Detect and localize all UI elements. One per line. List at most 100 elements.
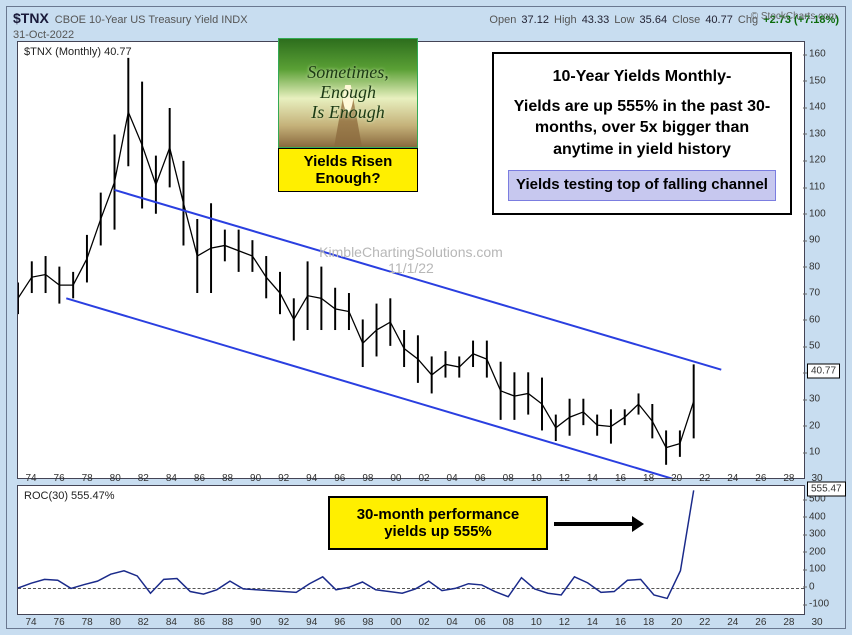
xtick: 02 (418, 617, 429, 628)
xtick: 14 (587, 473, 598, 484)
close-label: Close (672, 14, 700, 26)
ytick: 120 (809, 155, 826, 166)
ytick: 20 (809, 420, 820, 431)
xtick: 80 (110, 617, 121, 628)
ytick: 200 (809, 546, 826, 557)
close-value: 40.77 (705, 14, 733, 26)
ytick: 70 (809, 288, 820, 299)
high-value: 43.33 (582, 14, 610, 26)
xtick: 78 (82, 473, 93, 484)
xtick: 92 (278, 617, 289, 628)
price-tag: 40.77 (807, 363, 840, 378)
xtick: 90 (250, 473, 261, 484)
xtick: 24 (727, 617, 738, 628)
x-axis-lower: 7476788082848688909294969800020406081012… (17, 617, 805, 629)
xtick: 04 (447, 473, 458, 484)
price-y-axis: 1020304050607080901001101201301401501604… (809, 41, 843, 479)
ytick: 160 (809, 49, 826, 60)
xtick: 78 (82, 617, 93, 628)
x-axis-upper: 7476788082848688909294969800020406081012… (17, 473, 805, 485)
ytick: 0 (809, 581, 815, 592)
book-line3: Is Enough (279, 103, 417, 123)
xtick: 22 (699, 473, 710, 484)
xtick: 76 (54, 617, 65, 628)
ytick: 60 (809, 314, 820, 325)
book-inset: Sometimes, Enough Is Enough Yields Risen… (278, 38, 418, 192)
xtick: 94 (306, 473, 317, 484)
xtick: 88 (222, 617, 233, 628)
xtick: 00 (390, 617, 401, 628)
xtick: 74 (25, 473, 36, 484)
xtick: 96 (334, 473, 345, 484)
xtick: 30 (811, 617, 822, 628)
xtick: 06 (475, 473, 486, 484)
xtick: 00 (390, 473, 401, 484)
annotation-highlight: Yields testing top of falling channel (508, 170, 776, 200)
xtick: 28 (783, 473, 794, 484)
xtick: 20 (671, 617, 682, 628)
annotation-body: Yields are up 555% in the past 30-months… (508, 96, 776, 161)
low-value: 35.64 (640, 14, 668, 26)
ytick: 140 (809, 102, 826, 113)
arrow-icon (554, 512, 644, 536)
ytick: 50 (809, 341, 820, 352)
ytick: 90 (809, 235, 820, 246)
xtick: 06 (475, 617, 486, 628)
xtick: 08 (503, 617, 514, 628)
ticker-description: CBOE 10-Year US Treasury Yield INDX (55, 14, 248, 26)
credit-text: © StockCharts.com (751, 11, 837, 22)
xtick: 20 (671, 473, 682, 484)
xtick: 04 (447, 617, 458, 628)
xtick: 86 (194, 617, 205, 628)
chart-header: $TNX CBOE 10-Year US Treasury Yield INDX… (7, 7, 845, 28)
xtick: 02 (418, 473, 429, 484)
roc-callout: 30-month performance yields up 555% (328, 496, 548, 550)
open-label: Open (489, 14, 516, 26)
ytick: 10 (809, 447, 820, 458)
high-label: High (554, 14, 577, 26)
chart-container: © StockCharts.com $TNX CBOE 10-Year US T… (6, 6, 846, 629)
ytick: 130 (809, 128, 826, 139)
xtick: 84 (166, 473, 177, 484)
low-label: Low (614, 14, 634, 26)
book-title: Sometimes, Enough Is Enough (279, 39, 417, 147)
ytick: 80 (809, 261, 820, 272)
book-caption: Yields Risen Enough? (278, 148, 418, 192)
chart-date: 31-Oct-2022 (7, 29, 845, 41)
book-cover: Sometimes, Enough Is Enough (278, 38, 418, 148)
roc-y-axis: -1000100200300400500555.47 (809, 485, 843, 615)
xtick: 10 (531, 473, 542, 484)
ytick: 150 (809, 75, 826, 86)
open-value: 37.12 (521, 14, 549, 26)
ytick: 400 (809, 511, 826, 522)
annotation-box: 10-Year Yields Monthly- Yields are up 55… (492, 52, 792, 215)
ytick: 110 (809, 182, 825, 193)
xtick: 28 (783, 617, 794, 628)
spacer (508, 88, 776, 96)
xtick: 90 (250, 617, 261, 628)
xtick: 94 (306, 617, 317, 628)
xtick: 12 (559, 617, 570, 628)
ytick: 100 (809, 564, 826, 575)
xtick: 26 (755, 473, 766, 484)
xtick: 16 (615, 617, 626, 628)
book-line2: Enough (279, 83, 417, 103)
price-panel: $TNX (Monthly) 40.77 KimbleChartingSolut… (17, 41, 805, 479)
xtick: 24 (727, 473, 738, 484)
xtick: 98 (362, 617, 373, 628)
ytick: 100 (809, 208, 826, 219)
roc-panel: ROC(30) 555.47% 30-month performance yie… (17, 485, 805, 615)
xtick: 22 (699, 617, 710, 628)
ticker-symbol: $TNX (13, 10, 49, 26)
xtick: 10 (531, 617, 542, 628)
ytick: 300 (809, 529, 826, 540)
xtick: 88 (222, 473, 233, 484)
book-line1: Sometimes, (279, 63, 417, 83)
xtick: 82 (138, 473, 149, 484)
xtick: 26 (755, 617, 766, 628)
xtick: 14 (587, 617, 598, 628)
xtick: 08 (503, 473, 514, 484)
xtick: 74 (25, 617, 36, 628)
ytick: -100 (809, 599, 829, 610)
ytick: 30 (809, 394, 820, 405)
